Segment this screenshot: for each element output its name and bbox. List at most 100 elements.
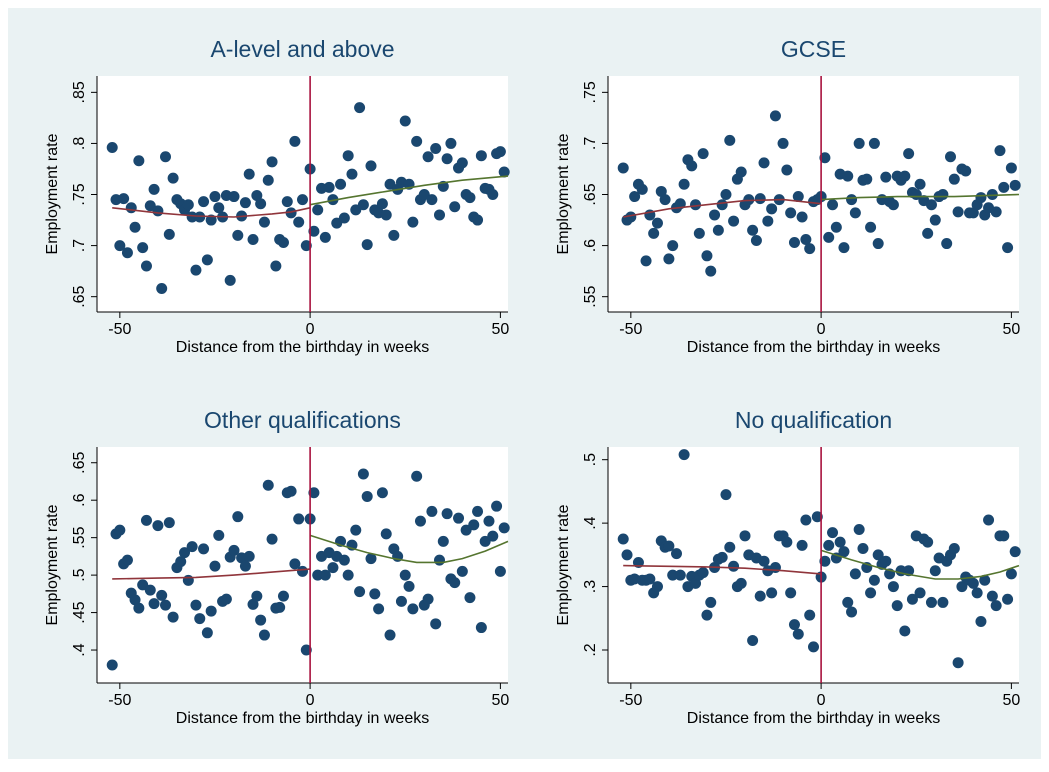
data-point: [903, 148, 915, 160]
fit-line: [820, 549, 1020, 580]
data-point: [792, 191, 804, 203]
data-point: [449, 201, 461, 213]
x-axis-title: Distance from the birthday in weeks: [176, 339, 429, 356]
data-point: [948, 543, 960, 555]
data-point: [929, 565, 941, 577]
data-point: [327, 562, 339, 574]
data-point: [137, 242, 149, 254]
data-point: [175, 556, 187, 568]
data-point: [494, 565, 506, 577]
data-point: [819, 152, 831, 164]
data-point: [728, 215, 740, 227]
data-point: [190, 264, 202, 276]
data-point: [300, 240, 312, 252]
data-point: [156, 283, 168, 295]
data-point: [967, 207, 979, 219]
y-tick-label: .3: [582, 580, 599, 593]
data-point: [388, 229, 400, 241]
y-axis-title: Employment rate: [555, 133, 572, 254]
y-tick-label: .7: [582, 137, 599, 150]
data-point: [350, 524, 362, 536]
data-point: [453, 512, 465, 524]
y-tick-label: .4: [582, 516, 599, 529]
x-tick-label: 0: [306, 692, 315, 709]
data-point: [629, 191, 641, 203]
data-point: [342, 150, 354, 162]
data-point: [373, 603, 385, 615]
data-point: [827, 527, 839, 539]
data-point: [285, 207, 297, 219]
data-point: [262, 479, 274, 491]
y-tick-label: .7: [71, 239, 88, 252]
data-point: [899, 170, 911, 182]
data-point: [380, 209, 392, 221]
y-tick-label: .55: [71, 526, 88, 548]
fit-line: [112, 568, 311, 580]
data-point: [769, 110, 781, 122]
data-point: [403, 580, 415, 592]
data-point: [247, 233, 259, 245]
data-point: [865, 221, 877, 233]
data-point: [361, 490, 373, 502]
data-point: [823, 539, 835, 551]
data-point: [967, 577, 979, 589]
data-point: [121, 247, 133, 259]
data-point: [880, 171, 892, 183]
data-point: [407, 216, 419, 228]
data-point: [160, 151, 171, 163]
data-point: [617, 533, 629, 545]
data-point: [678, 178, 690, 190]
data-point: [365, 553, 377, 565]
data-point: [735, 166, 747, 178]
data-point: [766, 203, 778, 215]
data-point: [201, 254, 213, 266]
data-point: [411, 135, 423, 147]
data-point: [228, 191, 240, 203]
data-point: [705, 596, 717, 608]
data-point: [449, 577, 461, 589]
data-point: [922, 536, 934, 548]
data-point: [998, 181, 1010, 193]
data-point: [258, 629, 270, 641]
data-point: [399, 569, 411, 581]
y-tick-label: .4: [71, 643, 88, 656]
x-tick-label: -50: [619, 692, 642, 709]
data-point: [133, 155, 145, 167]
data-point: [636, 183, 648, 195]
x-tick-label: 0: [817, 692, 826, 709]
data-point: [849, 568, 861, 580]
data-point: [338, 212, 350, 224]
data-point: [376, 198, 388, 210]
x-tick-label: -50: [619, 321, 642, 338]
data-point: [106, 659, 118, 671]
data-point: [1009, 546, 1021, 558]
data-point: [441, 508, 453, 520]
data-point: [472, 214, 484, 226]
data-point: [758, 555, 770, 567]
data-point: [220, 593, 232, 605]
data-point: [243, 168, 255, 180]
data-point: [319, 569, 331, 581]
data-point: [361, 239, 373, 251]
data-point: [289, 135, 301, 147]
data-point: [739, 530, 751, 542]
data-point: [998, 530, 1010, 542]
data-point: [266, 533, 278, 545]
data-point: [232, 511, 244, 523]
data-point: [853, 137, 865, 149]
data-point: [1005, 162, 1017, 174]
data-point: [209, 560, 221, 572]
data-point: [846, 606, 858, 618]
data-point: [1009, 179, 1021, 191]
x-tick-label: 0: [817, 321, 826, 338]
data-point: [651, 581, 663, 593]
data-point: [163, 517, 175, 529]
y-axis-title: Employment rate: [44, 133, 61, 254]
data-point: [152, 205, 164, 217]
data-point: [319, 231, 331, 243]
data-point: [975, 615, 987, 627]
data-point: [148, 183, 160, 195]
data-point: [205, 214, 217, 226]
data-point: [663, 253, 675, 265]
